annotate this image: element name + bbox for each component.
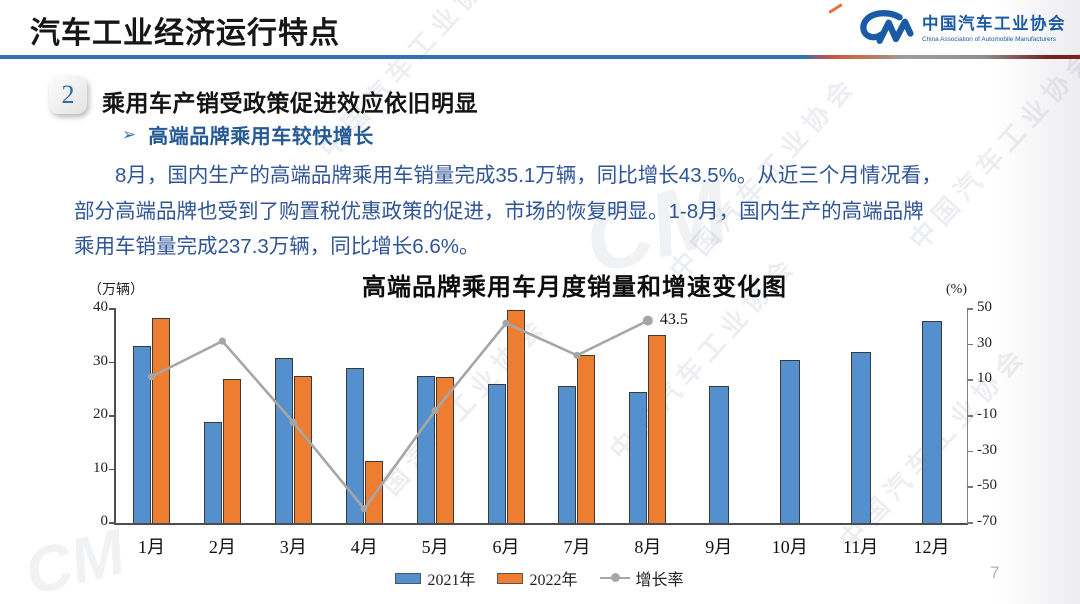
growth-line-marker (147, 373, 156, 381)
bar-2022年-5月 (435, 377, 454, 523)
y-axis-tick-label: 20 (93, 406, 108, 422)
growth-line-marker (218, 337, 226, 345)
growth-annotation: 43.5 (659, 310, 688, 328)
caam-cm-logo-icon (860, 10, 914, 44)
logo-spark-icon (828, 3, 843, 14)
bar-2021年-5月 (416, 376, 435, 523)
bar-2021年-6月 (487, 383, 506, 523)
legend-line-swatch (599, 573, 630, 583)
paragraph-line: 8月，国内生产的高端品牌乘用车销量完成35.1万辆，同比增长43.5%。从近三个… (115, 164, 942, 187)
chart-plot: 0 10 20 30 40 50 30 10 -10 -30 -50 -70 1月 2月 3月 4月 5月 6月 7… (93, 299, 997, 557)
y-axis-tick-label: 30 (93, 352, 108, 369)
legend-label: 2021年 (427, 572, 476, 589)
x-axis-label: 12月 (913, 537, 950, 557)
bar-2022年-6月 (506, 310, 525, 523)
y2-axis-tick-mark (967, 486, 973, 488)
legend-item-2022年: 2022年 (497, 566, 578, 590)
arrow-bullet-icon: ➢ (122, 124, 137, 144)
legend-item-2021年: 2021年 (395, 566, 475, 590)
y-axis-tick-label: 0 (100, 513, 109, 529)
bar-2022年-4月 (364, 461, 383, 523)
bullet-heading: 高端品牌乘用车较快增长 (148, 126, 374, 148)
x-axis-label: 5月 (421, 537, 449, 557)
bar-2021年-2月 (203, 421, 222, 523)
y-axis-tick-label: 40 (93, 299, 108, 315)
paragraph-line: 乘用车销量完成237.3万辆，同比增长6.6%。 (74, 235, 480, 258)
legend-bar-swatch (497, 572, 524, 584)
y2-axis-tick-label: -70 (977, 513, 997, 529)
header-divider (0, 55, 1080, 59)
x-axis-label: 6月 (492, 537, 520, 557)
right-axis-unit: (%) (946, 282, 967, 297)
x-axis-label: 2月 (208, 537, 236, 557)
bar-2021年-7月 (558, 385, 577, 523)
legend-line-dot (610, 573, 620, 583)
y2-axis-tick-label: -50 (977, 477, 997, 494)
bar-2021年-11月 (850, 351, 871, 523)
y2-axis-tick-mark (967, 522, 973, 524)
growth-line-marker (431, 407, 439, 415)
logo-org-name-en: China Association of Automobile Manufact… (922, 35, 1056, 43)
x-axis-label: 3月 (279, 537, 307, 557)
bar-2022年-7月 (577, 355, 596, 523)
x-axis-label: 1月 (137, 537, 165, 557)
legend-label: 2022年 (529, 572, 578, 589)
y-axis-tick-mark (109, 308, 116, 310)
bar-2021年-8月 (629, 391, 648, 523)
logo: 中国汽车工业协会 China Association of Automobile… (858, 10, 1066, 48)
y2-axis-tick-mark (967, 379, 973, 381)
x-axis-label: 9月 (705, 537, 733, 557)
x-axis-label: 7月 (563, 537, 591, 557)
logo-names: 中国汽车工业协会 China Association of Automobile… (922, 15, 1066, 42)
left-axis-unit: （万辆） (88, 283, 144, 298)
growth-rate-line (147, 315, 653, 513)
y2-axis-tick-label: 50 (977, 299, 992, 315)
y2-axis-tick-mark (967, 308, 973, 310)
y2-axis-tick-label: -30 (977, 441, 997, 458)
bar-2021年-4月 (345, 367, 364, 523)
legend-bar-swatch (395, 572, 422, 584)
chart-title: 高端品牌乘用车月度销量和增速变化图 (362, 274, 787, 301)
bar-2022年-2月 (222, 378, 241, 523)
y-axis-tick-mark (109, 522, 116, 524)
y2-axis-tick-mark (967, 450, 973, 453)
growth-line-marker (360, 505, 368, 513)
logo-org-name-cn: 中国汽车工业协会 (922, 15, 1066, 34)
growth-line-marker (502, 319, 510, 327)
y2-axis-tick-label: 10 (977, 370, 992, 387)
chart-legend: 2021年 2022年 增长率 (114, 566, 965, 590)
section-title: 乘用车产销受政策促进效应依旧明显 (102, 90, 478, 116)
bullet-row: ➢ 高端品牌乘用车较快增长 (122, 120, 374, 149)
bar-2021年-3月 (274, 357, 293, 523)
bar-2022年-3月 (293, 375, 312, 523)
body-paragraph: 8月，国内生产的高端品牌乘用车销量完成35.1万辆，同比增长43.5%。从近三个… (74, 158, 1026, 265)
y2-axis-tick-label: 30 (977, 334, 992, 351)
legend-item-增长率: 增长率 (599, 566, 684, 590)
y-axis-tick-mark (109, 361, 116, 363)
page-number: 7 (990, 563, 1000, 582)
y2-axis-tick-mark (967, 343, 973, 346)
page-title: 汽车工业经济运行特点 (30, 17, 340, 50)
y2-axis-tick-label: -10 (977, 406, 997, 422)
paragraph-line: 部分高端品牌也受到了购置税优惠政策的促进，市场的恢复明显。1-8月，国内生产的高… (74, 199, 924, 223)
bar-2022年-8月 (648, 335, 667, 523)
growth-line-marker (573, 351, 581, 359)
bar-2021年-1月 (132, 345, 151, 523)
y-axis-tick-mark (109, 415, 116, 417)
x-axis-label: 4月 (350, 537, 378, 557)
y-axis-tick-label: 10 (93, 459, 108, 476)
x-axis-label: 8月 (634, 537, 662, 557)
x-axis-label: 10月 (771, 537, 808, 557)
bar-2021年-9月 (708, 385, 729, 523)
legend-label: 增长率 (635, 572, 684, 589)
x-axis-label: 11月 (842, 537, 879, 557)
growth-line-marker (289, 418, 297, 426)
bar-2021年-10月 (779, 359, 800, 523)
growth-line-marker (642, 315, 653, 326)
y-axis-tick-mark (109, 468, 116, 470)
y2-axis-tick-mark (967, 415, 973, 417)
bar-2021年-12月 (921, 320, 942, 523)
section-number-badge: 2 (49, 76, 87, 114)
